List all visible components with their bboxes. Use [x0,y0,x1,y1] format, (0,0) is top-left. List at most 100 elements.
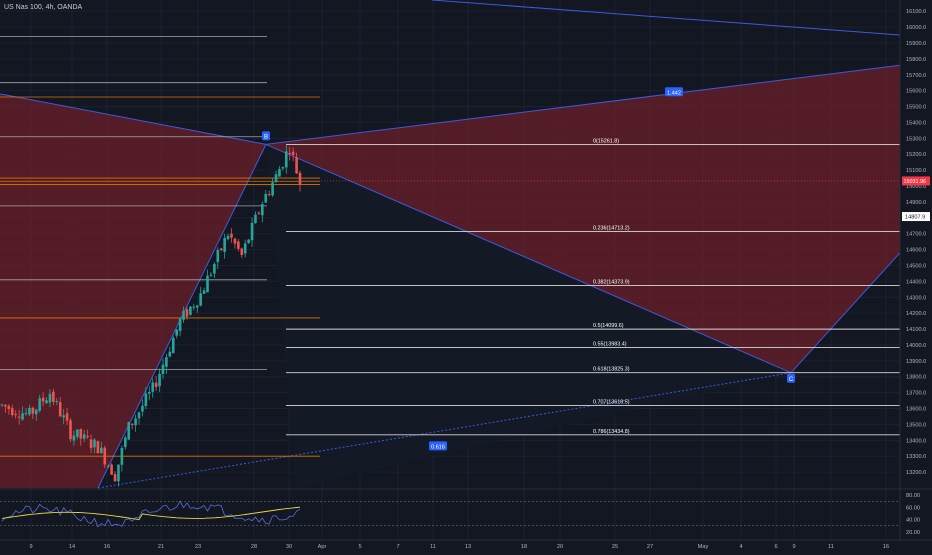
pattern-line-ab [97,144,267,489]
candle-body [0,404,4,406]
candle-body [230,233,233,238]
candle-body [130,423,134,425]
pattern-line-cd [790,252,901,374]
time-axis-tick: 16 [883,544,889,550]
candle-body [124,437,127,447]
price-axis-tick: 14100.0 [906,327,926,333]
candle-body [171,337,175,354]
candle-body [267,194,271,196]
candle-body [202,290,206,294]
candle-body [79,429,83,439]
price-axis-tick: 13700.0 [906,391,926,397]
time-axis-tick: May [698,544,709,550]
candle-body [209,274,213,276]
price-axis-tick: 13800.0 [906,375,926,381]
candle-body [14,414,18,416]
candle-body [82,434,86,439]
candle-body [226,235,230,240]
candle-body [284,151,288,168]
rsi-axis-tick: 60.00 [906,505,920,511]
candle-body [93,439,96,448]
candle-body [7,406,11,410]
candle-body [65,413,69,421]
fib-label: 0.5(14099.6) [593,323,624,329]
harmonic-left-fill [0,93,266,488]
point-label-b-box [262,131,270,141]
pattern-line-xb [0,93,267,145]
candle-body [127,422,131,440]
price-axis-tick: 14200.0 [906,311,926,317]
candle-body [17,416,21,418]
candle-body [178,318,182,331]
ratio-label-upper: 1.442 [667,90,681,96]
candle-body [151,382,155,392]
candle-body [38,398,41,411]
harmonic-right-fill [266,65,900,373]
time-axis-tick: 18 [521,544,527,550]
candle-body [161,364,165,374]
point-label-c-box [787,373,795,383]
price-axis-tick: 14900.0 [906,200,926,206]
candle-body [288,152,292,154]
rsi-ma-line [1,506,301,521]
candle-body [147,392,151,394]
candle-body [106,465,110,467]
time-axis-tick: 4 [739,544,742,550]
fib-label: 0.236(14713.2) [593,226,630,232]
price-axis-tick: 16000.0 [906,25,926,31]
candle-body [100,447,103,454]
fib-label: 0.618(13825.3) [593,367,630,373]
candle-body [72,435,76,441]
time-axis-tick: 11 [430,544,436,550]
secondary-price-tag [902,212,930,222]
candle-body [192,306,196,308]
ratio-label-upper-box [665,87,683,97]
candle-body [216,249,220,263]
candle-body [264,193,268,203]
pattern-line-b-upper [265,64,901,145]
price-axis-tick: 15300.0 [906,136,926,142]
candle-body [219,248,223,251]
current-price-label: 15031.96 [904,179,926,185]
price-axis-tick: 15500.0 [906,105,926,111]
price-axis-tick: 13400.0 [906,438,926,444]
candle-body [298,172,302,185]
price-axis-tick: 15000.0 [906,184,926,190]
price-axis-tick: 14300.0 [906,295,926,301]
candle-body [113,474,117,482]
time-axis-tick: 14 [69,544,75,550]
time-axis-tick: 20 [557,544,563,550]
candle-body [237,241,240,249]
candle-body [134,418,137,426]
candle-body [240,248,244,255]
price-axis-tick: 15800.0 [906,57,926,63]
fib-label: 0.382(14373.9) [593,280,630,286]
candle-body [24,412,28,414]
secondary-price-label: 14807.9 [905,215,925,221]
candle-body [120,448,124,465]
pattern-line-bc [265,143,792,374]
time-axis-tick: 30 [286,544,292,550]
time-axis-tick: 6 [774,544,777,550]
candle-body [278,169,281,177]
candle-body [182,310,185,320]
price-axis-tick: 13900.0 [906,359,926,365]
time-axis-tick: 23 [195,544,201,550]
candle-body [189,306,192,315]
ratio-label-lower: 0.616 [431,445,445,451]
candle-body [158,373,161,387]
candle-body [34,409,38,415]
candle-body [137,412,141,419]
candle-body [28,407,31,415]
time-axis-tick: 7 [396,544,399,550]
candle-body [243,243,247,254]
point-label-c: C [789,377,794,383]
candles-group [0,144,302,487]
harmonic-inner-fill [266,144,791,488]
price-axis-tick: 14600.0 [906,248,926,254]
candle-body [48,393,52,403]
candle-body [165,357,168,367]
fib-label: 0.55(13983.4) [593,342,627,348]
